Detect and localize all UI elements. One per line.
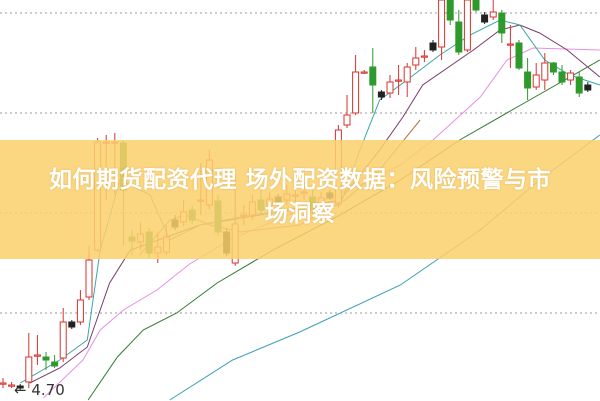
title-banner <box>0 140 600 259</box>
candle-body <box>51 361 59 367</box>
candle-body <box>498 12 506 34</box>
candle-body <box>584 84 592 91</box>
candle-body <box>481 14 489 23</box>
candle-body <box>68 321 76 328</box>
candle-body <box>85 259 93 298</box>
candle-body <box>395 79 403 82</box>
page-title: 如何期货配资代理 场外配资数据：风险预警与市 场洞察 <box>0 163 600 231</box>
candle-body <box>438 0 446 48</box>
candle-body <box>25 356 33 383</box>
candle-body <box>352 71 360 114</box>
candle-body <box>8 384 16 387</box>
candle-body <box>446 0 454 21</box>
candle-body <box>76 299 84 323</box>
candle-body <box>16 385 24 389</box>
candle-body <box>515 42 523 69</box>
candle-body <box>429 42 437 51</box>
candle-body <box>506 43 514 46</box>
candle-body <box>369 66 377 86</box>
candle-body <box>567 72 575 81</box>
candle-body <box>386 81 394 94</box>
title-line-2: 场洞察 <box>264 201 336 227</box>
candle-body <box>524 71 532 89</box>
candle-body <box>463 0 471 51</box>
candle-body <box>541 62 549 81</box>
candle-body <box>558 71 566 83</box>
min-price-value: 4.70 <box>31 381 65 399</box>
candle-body <box>472 0 480 11</box>
candle-body <box>412 57 420 66</box>
candle-body <box>420 55 428 58</box>
candle-body <box>549 62 557 73</box>
candle-body <box>59 321 67 359</box>
candle-body <box>0 382 7 385</box>
candle-body <box>360 71 368 74</box>
candle-body <box>455 21 463 53</box>
candle-body <box>532 74 540 88</box>
candle-body <box>403 66 411 83</box>
min-price-label: ← 4.70 <box>14 381 65 399</box>
candle-body <box>377 91 385 98</box>
candle-body <box>575 76 583 94</box>
candle-body <box>343 114 351 126</box>
candle-body <box>489 11 497 18</box>
candle-body <box>42 356 50 361</box>
title-line-1: 如何期货配资代理 场外配资数据：风险预警与市 <box>48 167 551 193</box>
candle-body <box>33 354 41 357</box>
